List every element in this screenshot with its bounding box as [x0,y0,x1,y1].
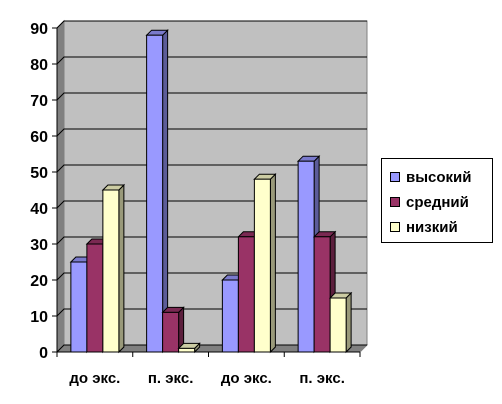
legend-swatch-1 [390,197,400,207]
bar-s1-c3 [313,236,331,353]
bar-side-s2-c3 [345,291,352,354]
y-tick-label-3: 30 [30,237,48,254]
legend-label-0: высокий [406,168,472,186]
x-tick-label-1: п. экс. [148,370,194,387]
y-tick-label-1: 10 [30,309,48,326]
bar-s2-c0 [102,189,120,353]
chart-side-wall [56,19,65,354]
bar-s0-c0 [70,261,88,353]
bar-s2-c2 [253,178,271,353]
y-tick-label-9: 90 [30,21,48,38]
bar-s1-c1 [162,311,180,353]
y-tick-label-7: 70 [30,93,48,110]
y-tick-label-2: 20 [30,273,48,290]
y-tick-label-6: 60 [30,129,48,146]
x-tick-label-3: п. экс. [299,370,345,387]
gridline-7 [56,92,367,101]
bar-s0-c1 [146,34,164,353]
legend-swatch-2 [390,222,400,232]
legend-label-1: средний [406,193,469,211]
x-tick-label-0: до экс. [69,370,120,387]
legend-item-0: высокий [390,167,472,187]
legend-item-1: средний [390,192,469,212]
legend: высокий средний низкий [381,158,493,243]
bar-s2-c3 [329,297,347,353]
bar-s0-c2 [221,279,239,353]
bar-side-s2-c0 [118,183,125,354]
gridline-5 [56,164,367,173]
bar-side-s0-c1 [162,28,169,354]
y-tick-label-0: 0 [39,345,48,362]
gridline-6 [56,128,367,137]
bar-s2-c1 [178,347,196,353]
bar-s1-c2 [237,236,255,353]
gridline-9 [56,20,367,29]
legend-item-2: низкий [390,217,458,237]
x-tick-label-2: до экс. [221,370,272,387]
bar-s1-c0 [86,243,104,353]
y-tick-label-5: 50 [30,165,48,182]
y-tick-label-4: 40 [30,201,48,218]
y-tick-label-8: 80 [30,57,48,74]
bar-s0-c3 [297,160,315,353]
legend-label-2: низкий [406,218,458,236]
legend-swatch-0 [390,172,400,182]
gridline-8 [56,56,367,65]
bar-side-s2-c2 [269,172,276,354]
